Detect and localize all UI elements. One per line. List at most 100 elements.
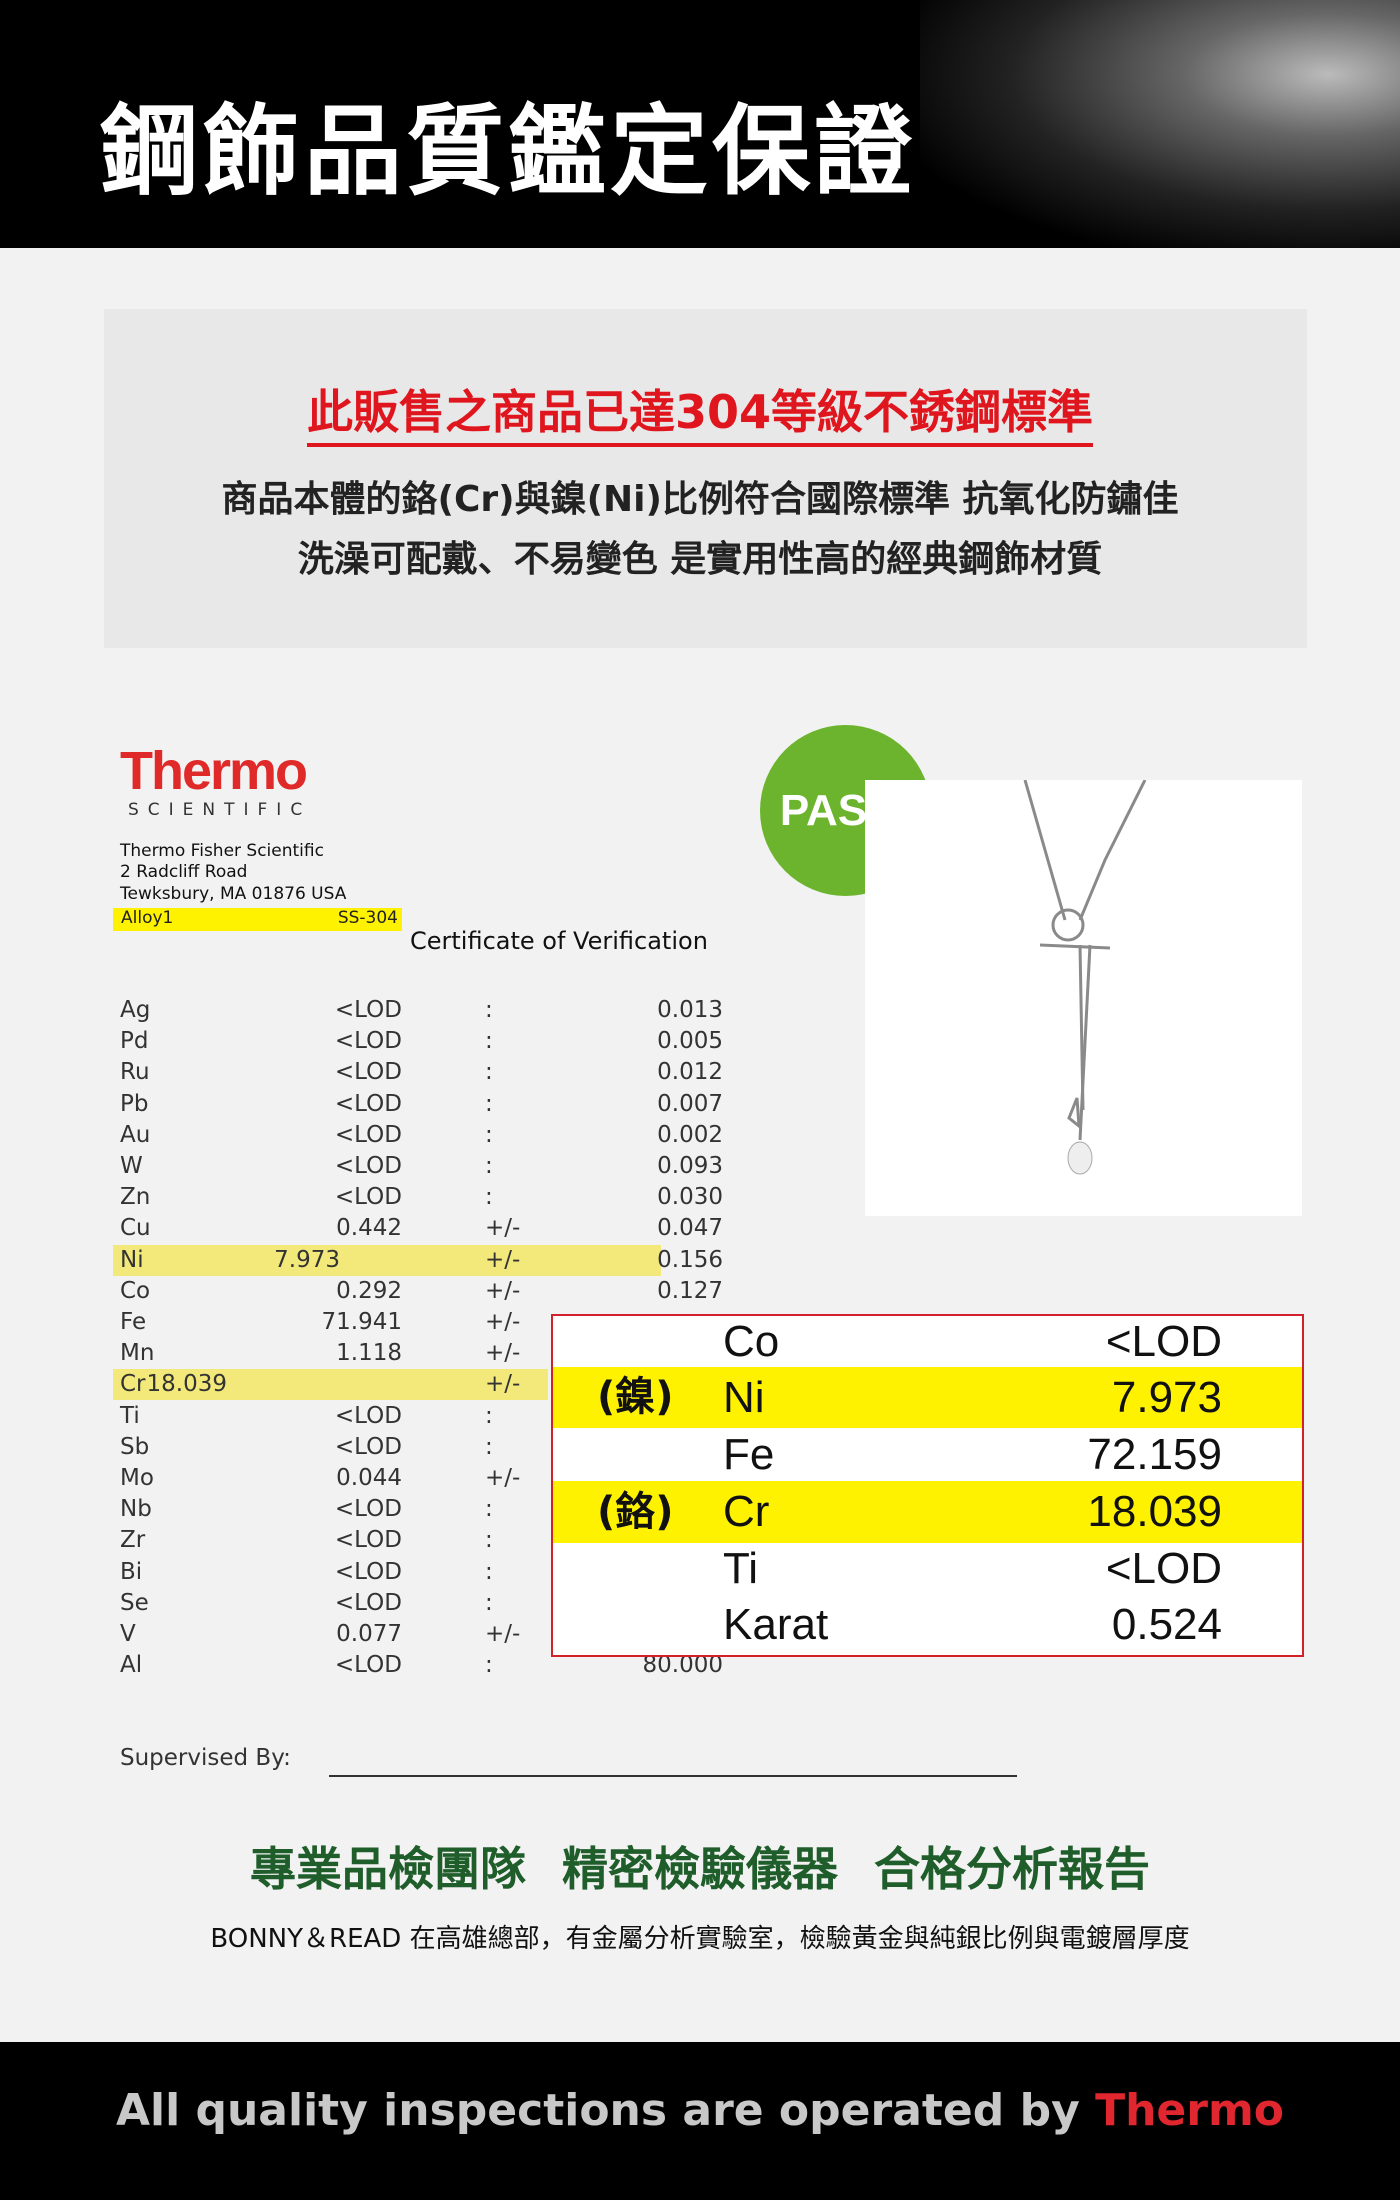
element-symbol: Ag	[120, 997, 151, 1023]
table-row: Sb <LOD:	[113, 1432, 723, 1463]
element-value: <LOD	[1105, 1544, 1222, 1593]
chinese-name: (鎳)	[597, 1374, 674, 1420]
element-symbol: Cu	[120, 1215, 151, 1242]
element-symbol: Cr	[120, 1371, 146, 1398]
element-value: 0.524	[1111, 1600, 1222, 1649]
separator: :	[485, 1059, 493, 1086]
element-symbol: Zn	[120, 1184, 151, 1211]
element-value: <LOD	[334, 1121, 402, 1148]
separator: :	[485, 1028, 493, 1055]
element-symbol: Pd	[120, 1028, 149, 1055]
certificate-title: Certificate of Verification	[410, 927, 708, 955]
table-row: Au <LOD: 0.002	[113, 1120, 723, 1151]
element-value: 7.973	[1111, 1373, 1222, 1422]
page-title: 鋼飾品質鑑定保證	[100, 95, 917, 209]
footer-tagline: All quality inspections are operated by	[115, 2085, 1096, 2136]
element-value: <LOD	[334, 1153, 402, 1179]
element-symbol: Mo	[120, 1465, 154, 1491]
element-symbol: Ti	[120, 1402, 140, 1429]
separator: +/-	[485, 1371, 521, 1398]
separator: :	[485, 1496, 493, 1523]
element-symbol: Pb	[120, 1090, 149, 1117]
element-value: <LOD	[334, 1527, 402, 1554]
intro-headline-wrap: 此販售之商品已達304等級不銹鋼標準	[0, 376, 1400, 447]
header-banner: 鋼飾品質鑑定保證	[0, 0, 1400, 248]
table-row: Co 0.292 +/- 0.127	[113, 1276, 723, 1307]
element-symbol: Co	[120, 1277, 151, 1304]
error-value: 0.013	[657, 997, 723, 1023]
element-symbol: Fe	[723, 1430, 775, 1479]
intro-headline: 此販售之商品已達304等級不銹鋼標準	[306, 385, 1094, 447]
footer-bar	[0, 2042, 1400, 2200]
element-value: 18.039	[1087, 1487, 1222, 1536]
thermo-scientific-logo: Thermo SCIENTIFIC	[120, 742, 311, 820]
element-symbol: Nb	[120, 1496, 152, 1523]
table-row: Cr 18.039 +/-	[113, 1369, 548, 1401]
error-value: 0.012	[657, 1059, 723, 1086]
element-value: <LOD	[334, 1402, 402, 1429]
footer-brand: Thermo	[1095, 2085, 1285, 2136]
table-row: Pd <LOD: 0.005	[113, 1026, 723, 1057]
separator: :	[485, 997, 493, 1023]
element-value: <LOD	[334, 997, 402, 1023]
separator: :	[485, 1090, 493, 1117]
element-symbol: Fe	[120, 1309, 147, 1335]
element-symbol: Karat	[723, 1600, 829, 1649]
table-row: W <LOD: 0.093	[113, 1151, 723, 1182]
separator: +/-	[485, 1621, 521, 1647]
error-value: 0.005	[657, 1028, 723, 1055]
element-symbol: W	[120, 1153, 143, 1179]
separator: :	[485, 1652, 493, 1679]
alloy-grade: SS-304	[337, 908, 398, 928]
summary-row: (鉻) Cr 18.039	[553, 1481, 1302, 1543]
table-row: Ni 7.973 +/- 0.156	[113, 1244, 723, 1276]
separator: :	[485, 1153, 493, 1179]
element-symbol: Au	[120, 1121, 151, 1148]
signature-line	[329, 1775, 1017, 1777]
separator: +/-	[485, 1277, 521, 1304]
element-value: <LOD	[334, 1589, 402, 1616]
summary-row: (鎳) Ni 7.973	[553, 1367, 1302, 1428]
logo-subtext: SCIENTIFIC	[128, 800, 312, 820]
chinese-name: (鉻)	[597, 1489, 674, 1535]
element-symbol: Cr	[723, 1487, 770, 1536]
summary-row: Co <LOD	[553, 1316, 1302, 1367]
element-symbol: Se	[120, 1589, 149, 1616]
element-value: <LOD	[334, 1059, 402, 1086]
necklace-icon	[1023, 779, 1147, 1175]
separator: +/-	[485, 1215, 521, 1242]
table-row: V 0.077 +/-	[113, 1619, 723, 1650]
element-value: 0.292	[336, 1277, 402, 1304]
element-symbol: Ru	[120, 1059, 150, 1086]
element-value: <LOD	[1105, 1317, 1222, 1366]
table-row: Bi <LOD:	[113, 1557, 723, 1588]
error-value: 0.002	[657, 1121, 723, 1148]
table-row: Cu 0.442 +/- 0.047	[113, 1213, 723, 1244]
model-photo	[920, 0, 1400, 248]
element-value: 0.442	[336, 1215, 402, 1242]
separator: :	[485, 1558, 493, 1585]
element-symbol: V	[120, 1621, 136, 1647]
separator: :	[485, 1121, 493, 1148]
element-value: <LOD	[334, 1558, 402, 1585]
element-symbol: Zr	[120, 1527, 146, 1554]
error-value: 0.030	[657, 1184, 723, 1211]
table-row: Zr <LOD:	[113, 1525, 723, 1556]
element-value: 1.118	[336, 1340, 402, 1367]
element-value: <LOD	[334, 1028, 402, 1055]
element-symbol: Ni	[723, 1373, 765, 1422]
element-symbol: Ti	[723, 1544, 759, 1593]
table-row: Se <LOD:	[113, 1588, 723, 1619]
table-row: Ru <LOD: 0.012	[113, 1057, 723, 1088]
intro-line-2: 洗澡可配戴、不易變色 是實用性高的經典鋼飾材質	[297, 539, 1103, 580]
element-value: <LOD	[334, 1090, 402, 1117]
separator: :	[485, 1527, 493, 1554]
element-value: <LOD	[334, 1433, 402, 1460]
address-line: Thermo Fisher Scientific	[120, 841, 324, 861]
error-value: 0.047	[657, 1215, 723, 1242]
table-row: Nb <LOD:	[113, 1494, 723, 1525]
footer-text: All quality inspections are operated by …	[0, 2085, 1400, 2136]
summary-row: Fe 72.159	[553, 1428, 1302, 1481]
summary-row: Ti <LOD	[553, 1543, 1302, 1595]
separator: +/-	[485, 1246, 521, 1273]
